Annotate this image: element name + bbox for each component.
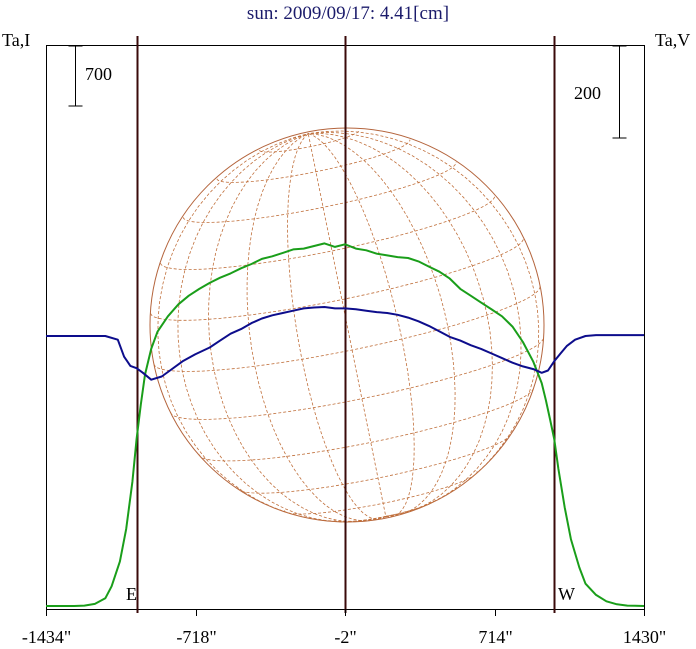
x-tick-label: 714" — [478, 627, 512, 647]
series-lines — [46, 242, 645, 607]
longitude-line — [246, 133, 386, 522]
longitude-line — [308, 133, 456, 517]
chart-title: sun: 2009/09/17: 4.41[cm] — [246, 3, 450, 24]
solar-disk — [149, 127, 545, 523]
x-axis-ticks: -1434" -718" -2" 714" 1430" — [22, 609, 666, 647]
longitude-line — [208, 133, 386, 523]
left-axis-label: Ta,I — [2, 30, 31, 50]
longitude-line — [287, 133, 386, 520]
longitude-line — [307, 133, 387, 518]
edge-label-east: E — [126, 584, 137, 604]
right-axis-label: Ta,V — [655, 30, 691, 50]
intensity-series-line — [46, 242, 645, 607]
longitude-line — [177, 133, 386, 523]
latitude-line — [182, 161, 457, 223]
longitude-line — [308, 133, 415, 518]
vertical-markers — [136, 36, 556, 613]
scale-bar-left-label: 700 — [85, 64, 112, 84]
edge-label-west: W — [558, 584, 575, 604]
latitude-line — [216, 139, 411, 183]
scale-bar-right-label: 200 — [574, 83, 601, 103]
latitude-line — [237, 432, 512, 494]
longitude-line — [308, 132, 493, 517]
polarization-series-line — [46, 306, 644, 381]
x-tick-label: -718" — [176, 627, 216, 647]
x-tick-label: -2" — [334, 627, 356, 647]
x-tick-label: 1430" — [623, 627, 666, 647]
scale-bars: 700 200 — [68, 45, 627, 139]
latitude-line — [160, 195, 496, 270]
longitude-line — [308, 131, 522, 517]
longitude-line — [157, 133, 386, 522]
x-tick-label: -1434" — [22, 627, 71, 647]
